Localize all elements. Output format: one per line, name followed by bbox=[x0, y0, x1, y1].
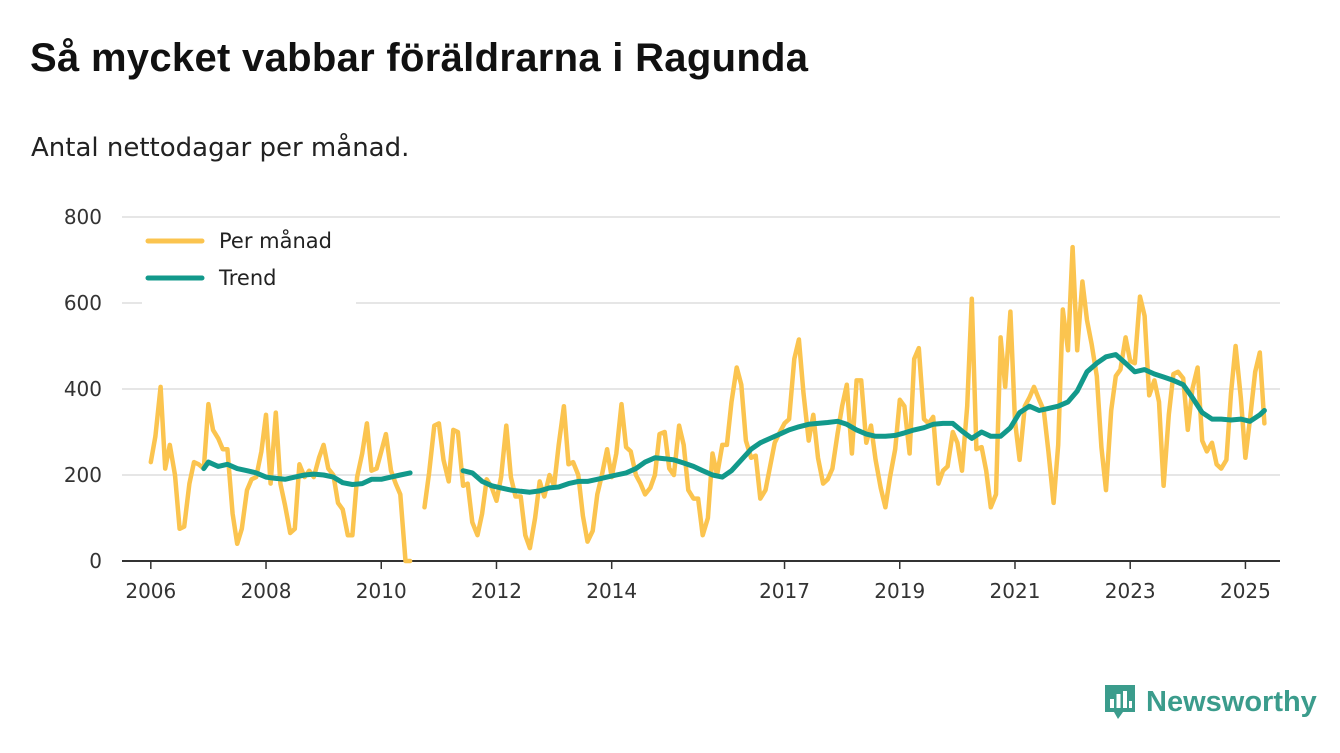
chart-subtitle: Antal nettodagar per månad. bbox=[31, 133, 410, 163]
series-per-manad-line-0 bbox=[148, 384, 413, 564]
x-tick-label-2025: 2025 bbox=[1220, 579, 1271, 603]
legend-background bbox=[142, 222, 356, 304]
x-tick-label-2019: 2019 bbox=[874, 579, 925, 603]
x-tick-label-2021: 2021 bbox=[990, 579, 1041, 603]
y-tick-label-200: 200 bbox=[64, 463, 102, 487]
y-tick-label-600: 600 bbox=[64, 291, 102, 315]
y-axis: 0 200 400 600 800 bbox=[64, 205, 102, 573]
chart-title: Så mycket vabbar föräldrarna i Ragunda bbox=[30, 36, 809, 80]
newsworthy-logo-icon bbox=[1105, 685, 1135, 719]
newsworthy-logo: Newsworthy bbox=[1102, 682, 1317, 722]
x-tick-label-2010: 2010 bbox=[356, 579, 407, 603]
series-trend-line-0 bbox=[201, 459, 413, 487]
series-per-manad-line-1 bbox=[422, 244, 1267, 551]
y-tick-label-400: 400 bbox=[64, 377, 102, 401]
y-tick-label-800: 800 bbox=[64, 205, 102, 229]
x-tick-label-2023: 2023 bbox=[1105, 579, 1156, 603]
x-tick-label-2008: 2008 bbox=[241, 579, 292, 603]
x-tick-label-2014: 2014 bbox=[586, 579, 637, 603]
legend-label-per-manad: Per månad bbox=[219, 228, 332, 253]
legend: Per månad Trend bbox=[142, 222, 356, 304]
series-lines bbox=[148, 244, 1267, 564]
x-tick-label-2006: 2006 bbox=[125, 579, 176, 603]
legend-label-trend: Trend bbox=[218, 266, 276, 290]
series-trend-line-1 bbox=[460, 352, 1267, 495]
x-tick-label-2012: 2012 bbox=[471, 579, 522, 603]
x-tick-label-2017: 2017 bbox=[759, 579, 810, 603]
x-axis: 2006 2008 2010 2012 2014 2017 2019 2021 2023 2025 bbox=[122, 560, 1280, 603]
y-tick-label-0: 0 bbox=[89, 549, 102, 573]
brand-name: Newsworthy bbox=[1146, 685, 1317, 718]
